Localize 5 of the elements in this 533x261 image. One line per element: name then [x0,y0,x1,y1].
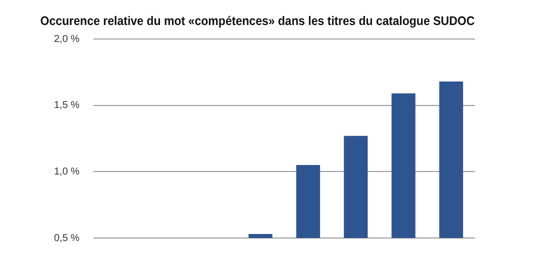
chart-title: Occurence relative du mot «compétences» dans les titres du catalogue SUDOC [40,14,476,28]
y-tick-label: 2,0 % [54,34,80,45]
y-tick-label: 1,5 % [54,100,80,112]
y-tick-label: 0,5 % [54,232,80,244]
y-tick-label: 1,0 % [54,166,80,178]
